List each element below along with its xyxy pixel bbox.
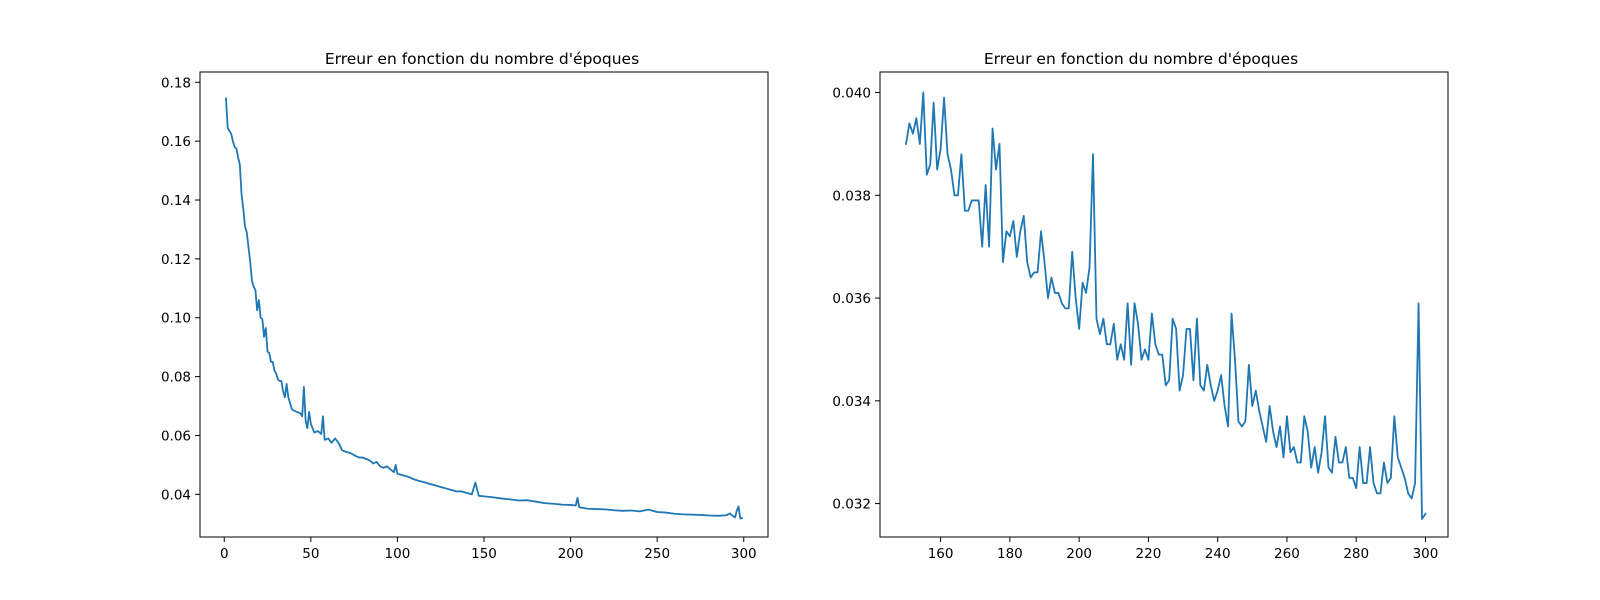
x-tick-label: 100 bbox=[385, 546, 411, 562]
y-tick-label: 0.040 bbox=[832, 86, 871, 102]
x-tick-label: 280 bbox=[1343, 546, 1369, 562]
y-tick-label: 0.14 bbox=[161, 193, 191, 209]
chart-title: Erreur en fonction du nombre d'époques bbox=[984, 50, 1298, 68]
x-tick-label: 0 bbox=[220, 546, 229, 562]
y-tick-label: 0.18 bbox=[161, 75, 191, 91]
y-tick-label: 0.12 bbox=[161, 252, 191, 268]
axes-frame bbox=[879, 71, 1449, 538]
x-tick-label: 300 bbox=[1413, 546, 1439, 562]
x-tick-label: 300 bbox=[731, 546, 757, 562]
x-tick-label: 240 bbox=[1205, 546, 1231, 562]
chart-left: Erreur en fonction du nombre d'époques 0… bbox=[161, 50, 769, 562]
x-tick-label: 150 bbox=[471, 546, 497, 562]
chart-right: Erreur en fonction du nombre d'époques 1… bbox=[832, 50, 1449, 562]
axis-ticks: 0 50 100 150 200 250 300 0.04 0.06 0.08 0.10 0.12 0.… bbox=[161, 75, 757, 562]
y-tick-label: 0.16 bbox=[161, 134, 191, 150]
chart-title: Erreur en fonction du nombre d'époques bbox=[325, 50, 639, 68]
y-tick-label: 0.06 bbox=[161, 428, 191, 444]
y-tick-label: 0.10 bbox=[161, 311, 191, 327]
x-tick-label: 260 bbox=[1274, 546, 1300, 562]
y-tick-label: 0.032 bbox=[832, 497, 871, 513]
axes-frame bbox=[199, 71, 769, 538]
series-line bbox=[904, 91, 1427, 520]
x-tick-label: 200 bbox=[558, 546, 584, 562]
y-tick-label: 0.036 bbox=[832, 291, 871, 307]
y-tick-label: 0.034 bbox=[832, 394, 871, 410]
y-tick-label: 0.038 bbox=[832, 188, 871, 204]
x-tick-label: 160 bbox=[928, 546, 954, 562]
x-tick-label: 250 bbox=[644, 546, 670, 562]
x-tick-label: 180 bbox=[997, 546, 1023, 562]
axis-ticks: 160 180 200 220 240 260 280 300 0.032 0.034 0.036 0… bbox=[832, 86, 1438, 562]
y-tick-label: 0.08 bbox=[161, 370, 191, 386]
x-tick-label: 200 bbox=[1066, 546, 1092, 562]
series-line bbox=[225, 97, 744, 520]
x-tick-label: 220 bbox=[1136, 546, 1162, 562]
x-tick-label: 50 bbox=[302, 546, 319, 562]
y-tick-label: 0.04 bbox=[161, 487, 191, 503]
